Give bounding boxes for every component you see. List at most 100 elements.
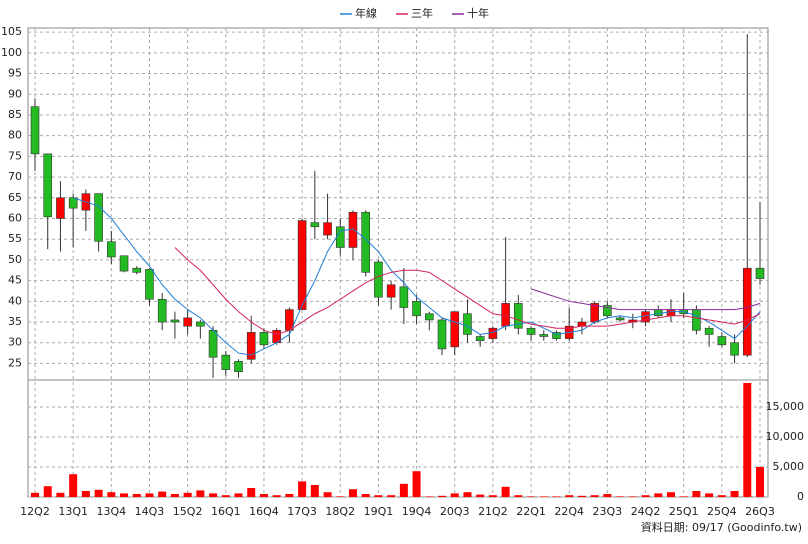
volume-bar (374, 495, 383, 497)
candle-body (692, 309, 701, 331)
x-tick-label: 14Q3 (135, 505, 165, 518)
candle-body (30, 106, 40, 155)
y-tick-label: 40 (8, 294, 22, 307)
footnote: 資料日期: 09/17 (Goodinfo.tw) (641, 520, 802, 534)
volume-bar (539, 496, 548, 497)
x-tick-label: 25Q4 (707, 505, 737, 518)
volume-bar (56, 492, 65, 497)
volume-bar (425, 496, 434, 497)
x-tick-label: 12Q2 (20, 505, 50, 518)
volume-bar (603, 494, 612, 497)
candle-body (107, 241, 116, 258)
x-tick-label: 18Q2 (325, 505, 355, 518)
plot-frame (27, 27, 769, 498)
candle-body (335, 226, 345, 248)
volume-bar (616, 496, 625, 497)
y-tick-label: 35 (8, 315, 22, 328)
candle-body (730, 342, 739, 356)
x-tick-label: 21Q2 (478, 505, 508, 518)
candle-body (119, 255, 129, 272)
candle-body (157, 298, 167, 323)
x-tick-label: 23Q3 (593, 505, 623, 518)
candle-body (501, 303, 510, 327)
x-tick-label: 25Q1 (669, 505, 699, 518)
volume-bar (717, 495, 726, 497)
volume-bar (705, 493, 714, 497)
candle-body (450, 311, 460, 348)
volume-bar (641, 495, 650, 497)
y-tick-label: 30 (8, 336, 22, 349)
y-tick-label: 45 (8, 274, 22, 287)
y-tick-label: 85 (8, 108, 22, 121)
volume-bar (170, 494, 179, 497)
volume-bar (361, 494, 370, 497)
candle-body (717, 336, 727, 346)
candle-body (704, 327, 714, 335)
ma-line (530, 288, 761, 311)
volume-bar (323, 492, 332, 497)
volume-bar (285, 494, 294, 497)
y2-tick-label: 15,000 (766, 400, 805, 413)
candle-body (526, 327, 536, 335)
volume-bar (259, 494, 268, 497)
volume-bar (463, 492, 472, 497)
x-tick-label: 26Q3 (745, 505, 775, 518)
volume-bar (654, 493, 663, 497)
volume-bar (310, 485, 319, 497)
volume-bar (107, 492, 116, 497)
candle-body (577, 321, 587, 327)
x-tick-label: 17Q3 (287, 505, 317, 518)
legend-label: 年線 (355, 6, 377, 20)
candle-body (386, 284, 396, 298)
candle-body (475, 336, 485, 341)
candle-body (43, 153, 53, 218)
x-tick-label: 20Q3 (440, 505, 470, 518)
volume-bar (692, 491, 701, 497)
candle-body (552, 332, 561, 339)
ma-line (73, 197, 761, 356)
y2-tick-label: 5,000 (773, 460, 805, 473)
volume-bar (590, 495, 599, 497)
x-tick-label: 15Q2 (173, 505, 203, 518)
candle-body (361, 211, 371, 273)
y-tick-label: 60 (8, 211, 22, 224)
volume-bar (196, 490, 205, 497)
volume-bar (183, 492, 192, 497)
y-tick-label: 65 (8, 191, 22, 204)
volume-bar (438, 495, 447, 497)
volume-bar (43, 486, 52, 497)
candle-body (603, 305, 612, 317)
candle-body (755, 267, 765, 279)
x-tick-label: 13Q4 (96, 505, 126, 518)
volume-bar (628, 496, 637, 497)
candle-body (424, 313, 434, 321)
candle-body (412, 301, 421, 317)
y-tick-label: 55 (8, 232, 22, 245)
volume-bar (730, 491, 739, 497)
legend-label: 三年 (411, 6, 433, 20)
x-tick-label: 13Q1 (58, 505, 88, 518)
y-tick-label: 105 (1, 25, 22, 38)
volume-bar (488, 495, 497, 497)
volume-bar (145, 493, 154, 497)
volume-bar (450, 493, 459, 497)
candle-body (170, 319, 180, 323)
volume-bar (412, 471, 421, 497)
x-tick-label: 24Q2 (631, 505, 661, 518)
y-tick-label: 70 (8, 170, 22, 183)
candle-body (246, 332, 256, 360)
legend-label: 十年 (467, 6, 489, 20)
volume-bar (69, 474, 78, 497)
x-tick-label: 22Q1 (516, 505, 546, 518)
candle-body (234, 361, 243, 373)
y-tick-label: 50 (8, 253, 22, 266)
volume-bar (501, 486, 510, 497)
volume-bar (679, 496, 688, 497)
candle-body (488, 327, 498, 339)
candle-body (183, 317, 192, 327)
candle-body (348, 211, 358, 248)
candle-body (463, 313, 472, 335)
volume-bar (336, 496, 345, 497)
x-tick-label: 22Q4 (554, 505, 584, 518)
